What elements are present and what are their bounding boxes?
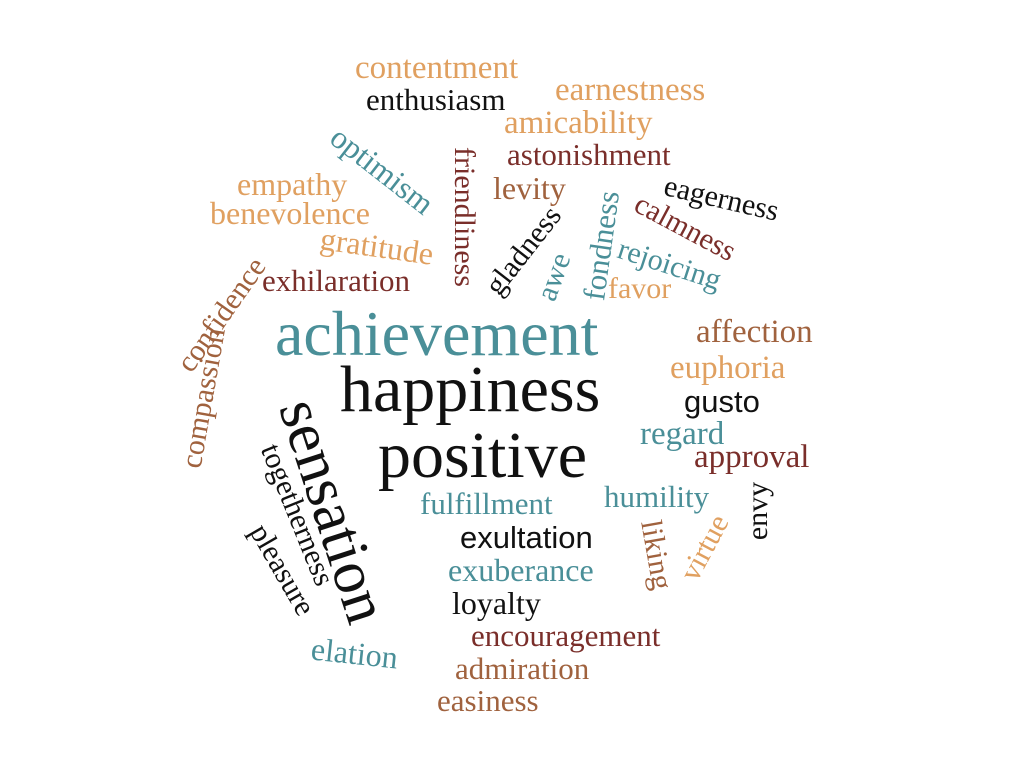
word-contentment: contentment (355, 50, 519, 86)
word-astonishment: astonishment (507, 137, 671, 172)
word-exultation: exultation (460, 520, 593, 555)
word-envy: envy (741, 481, 775, 541)
word-loyalty: loyalty (452, 585, 541, 621)
word-exuberance: exuberance (448, 552, 594, 588)
word-levity: levity (493, 170, 566, 206)
word-encouragement: encouragement (471, 618, 661, 653)
word-favor: favor (608, 272, 672, 305)
word-gusto: gusto (684, 384, 760, 419)
word-empathy: empathy (237, 166, 348, 202)
word-euphoria: euphoria (670, 350, 786, 386)
word-approval: approval (694, 439, 810, 475)
word-regard: regard (640, 416, 725, 452)
word-achievement: achievement (275, 298, 599, 369)
word-exhilaration: exhilaration (262, 263, 411, 298)
word-liking: liking (634, 517, 679, 593)
word-affection: affection (696, 314, 813, 350)
word-positive: positive (378, 419, 587, 492)
word-virtue: virtue (673, 509, 736, 587)
word-happiness: happiness (340, 353, 601, 426)
word-fulfillment: fulfillment (420, 486, 553, 521)
word-enthusiasm: enthusiasm (366, 82, 506, 117)
word-elation: elation (309, 630, 400, 676)
word-humility: humility (604, 479, 710, 514)
word-friendliness: friendliness (447, 147, 481, 287)
word-earnestness: earnestness (555, 72, 706, 108)
word-benevolence: benevolence (210, 195, 370, 231)
word-amicability: amicability (504, 105, 653, 141)
word-easiness: easiness (437, 683, 539, 718)
word-admiration: admiration (455, 651, 590, 686)
